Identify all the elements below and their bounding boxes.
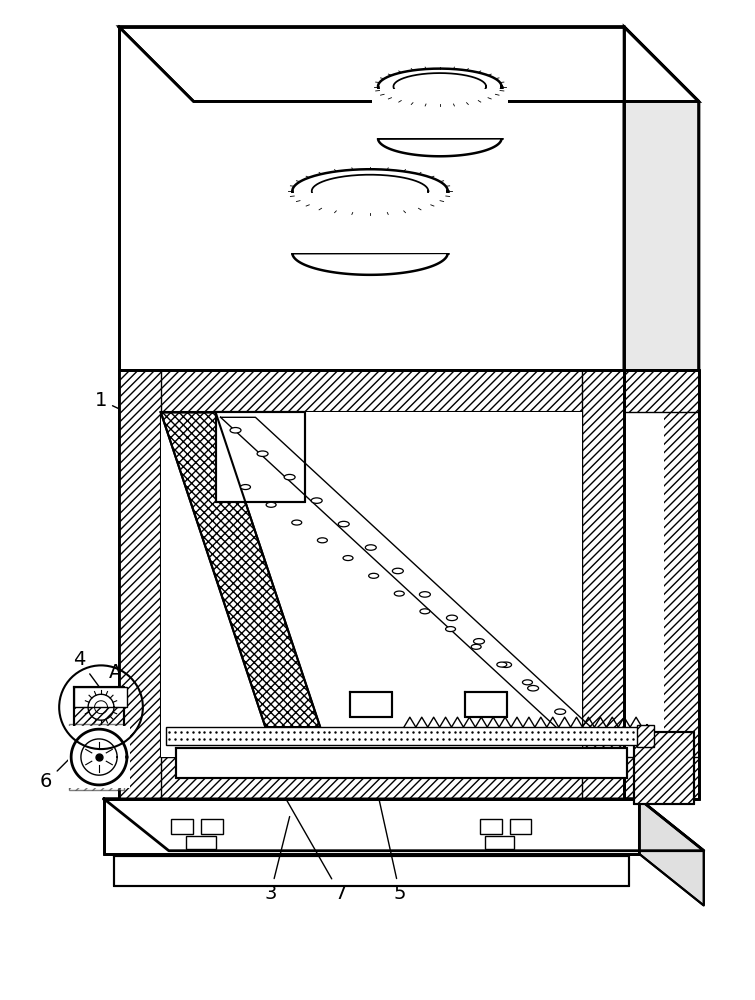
Polygon shape (292, 191, 448, 253)
Polygon shape (171, 819, 193, 834)
Polygon shape (216, 412, 305, 502)
Polygon shape (74, 687, 124, 772)
Polygon shape (176, 748, 627, 778)
Text: 7: 7 (267, 765, 347, 903)
Polygon shape (119, 370, 624, 412)
Polygon shape (582, 370, 624, 799)
Ellipse shape (257, 451, 268, 456)
Text: 5: 5 (365, 739, 406, 903)
Polygon shape (114, 856, 629, 886)
Polygon shape (161, 412, 582, 757)
Ellipse shape (338, 521, 350, 527)
Ellipse shape (230, 428, 241, 433)
Text: 1: 1 (95, 391, 188, 441)
Polygon shape (624, 27, 699, 370)
Ellipse shape (368, 573, 378, 578)
Polygon shape (372, 89, 507, 138)
Ellipse shape (365, 545, 376, 550)
Ellipse shape (420, 609, 430, 614)
Text: 6: 6 (40, 759, 69, 791)
Ellipse shape (528, 685, 538, 691)
Ellipse shape (394, 591, 404, 596)
Ellipse shape (284, 474, 295, 480)
Ellipse shape (445, 627, 455, 632)
Text: A: A (109, 663, 131, 705)
Polygon shape (637, 725, 654, 747)
Polygon shape (479, 819, 501, 834)
Polygon shape (119, 27, 624, 370)
Polygon shape (634, 732, 694, 804)
Ellipse shape (393, 568, 403, 574)
Polygon shape (624, 412, 664, 757)
Polygon shape (485, 836, 514, 849)
Text: 4: 4 (73, 650, 100, 687)
Polygon shape (639, 799, 704, 906)
Polygon shape (119, 370, 624, 799)
Text: 3: 3 (264, 817, 290, 903)
Polygon shape (69, 724, 124, 790)
Ellipse shape (582, 732, 593, 738)
Ellipse shape (497, 662, 507, 667)
Polygon shape (161, 412, 320, 727)
Polygon shape (350, 692, 392, 717)
Ellipse shape (343, 556, 353, 561)
Polygon shape (378, 87, 501, 138)
Polygon shape (286, 193, 454, 253)
Polygon shape (104, 799, 639, 854)
Ellipse shape (311, 498, 322, 503)
Ellipse shape (317, 538, 328, 543)
Polygon shape (68, 726, 130, 788)
Ellipse shape (267, 502, 276, 507)
Ellipse shape (471, 644, 481, 649)
Ellipse shape (522, 680, 532, 685)
Ellipse shape (446, 615, 458, 621)
Polygon shape (104, 799, 704, 851)
Polygon shape (119, 757, 624, 799)
Polygon shape (186, 836, 216, 849)
Polygon shape (201, 819, 223, 834)
Polygon shape (624, 370, 699, 799)
Ellipse shape (291, 520, 302, 525)
Ellipse shape (241, 485, 251, 490)
Polygon shape (510, 819, 532, 834)
Polygon shape (74, 687, 127, 707)
Polygon shape (119, 370, 161, 799)
Ellipse shape (420, 592, 430, 597)
Ellipse shape (501, 662, 512, 668)
Polygon shape (166, 727, 642, 745)
Polygon shape (464, 692, 507, 717)
Ellipse shape (473, 639, 485, 644)
Polygon shape (119, 27, 699, 101)
Ellipse shape (555, 709, 565, 714)
